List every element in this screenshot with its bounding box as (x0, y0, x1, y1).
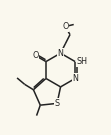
Text: N: N (72, 74, 78, 83)
Text: SH: SH (77, 57, 88, 66)
Text: O: O (62, 22, 68, 31)
Text: N: N (58, 49, 63, 58)
Text: O: O (32, 51, 39, 60)
Text: S: S (55, 99, 60, 108)
